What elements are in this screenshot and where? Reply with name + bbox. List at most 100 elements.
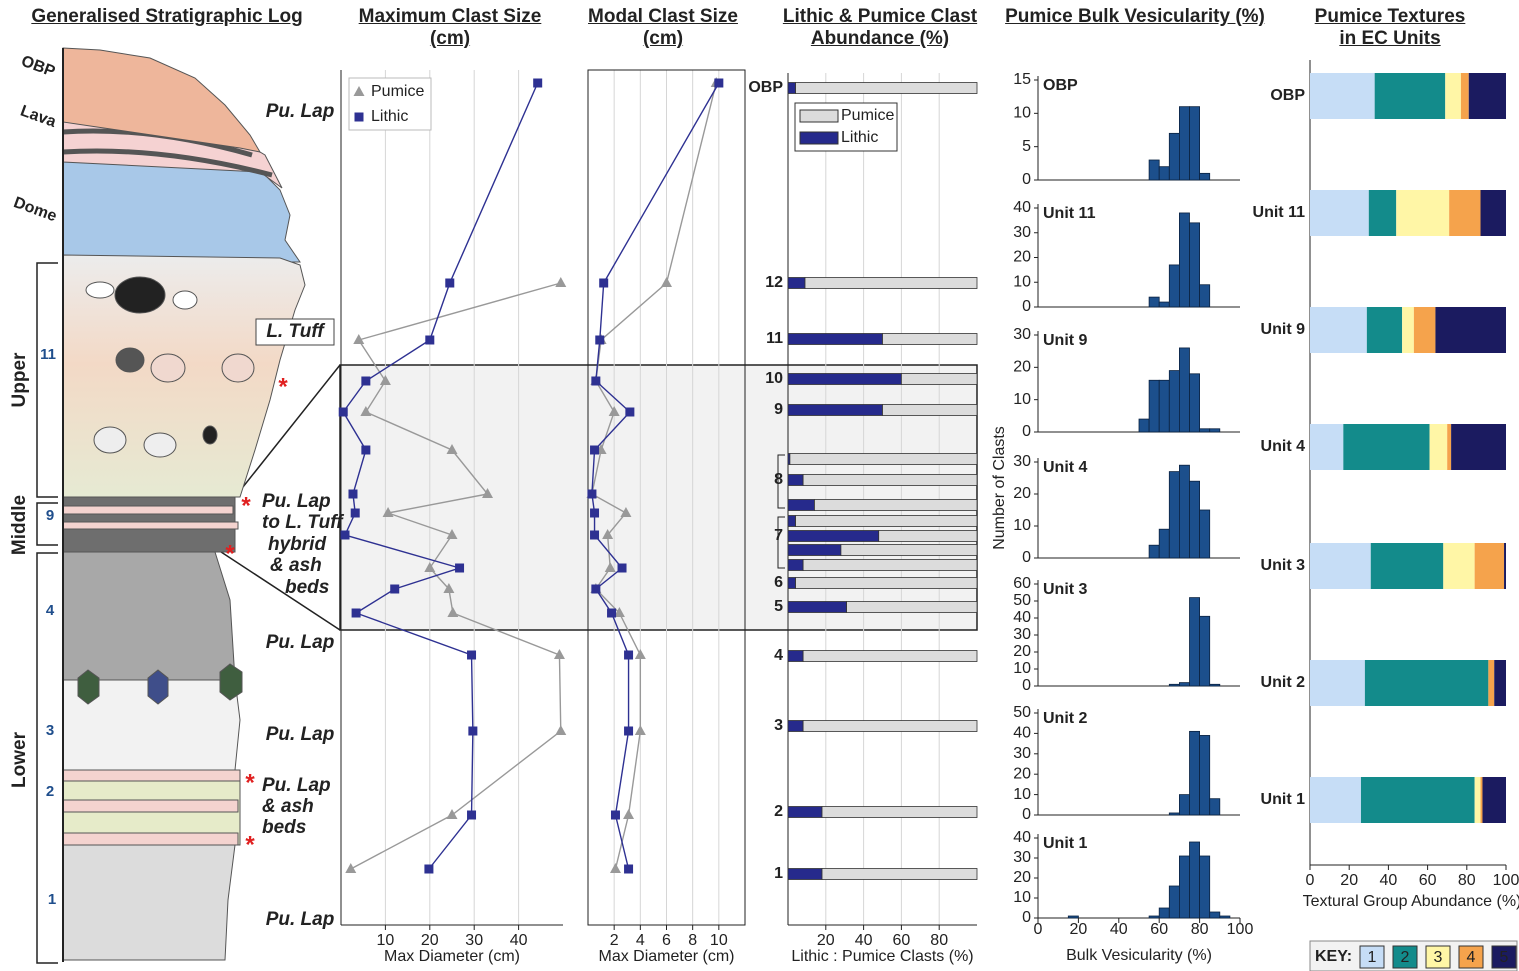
x-tick-label: 20 bbox=[1070, 921, 1088, 938]
bar-segment bbox=[788, 560, 803, 571]
panel-title: Unit 9 bbox=[1043, 332, 1088, 349]
x-tick-label: 60 bbox=[1419, 872, 1437, 889]
data-point bbox=[611, 811, 620, 820]
histogram-bar bbox=[1159, 529, 1169, 558]
x-tick-label: 10 bbox=[377, 932, 395, 949]
data-point bbox=[618, 564, 627, 573]
histogram-bar bbox=[1159, 167, 1169, 180]
data-point bbox=[624, 651, 633, 660]
data-point bbox=[390, 585, 399, 594]
y-tick-label: 11 bbox=[766, 330, 783, 347]
data-point bbox=[590, 531, 599, 540]
bar-segment bbox=[1310, 190, 1369, 236]
bar-segment bbox=[788, 531, 879, 542]
data-point bbox=[714, 79, 723, 88]
bar-segment bbox=[788, 475, 803, 486]
histogram-bar bbox=[1220, 916, 1230, 918]
bar-segment bbox=[901, 374, 977, 385]
group-label: Lower bbox=[9, 731, 30, 788]
bar-segment bbox=[1369, 190, 1396, 236]
histogram-bar bbox=[1149, 545, 1159, 558]
data-point bbox=[635, 649, 646, 659]
y-tick-label: Unit 11 bbox=[1253, 204, 1306, 221]
facies-label: L. Tuff bbox=[266, 321, 325, 342]
unit-label: 3 bbox=[46, 722, 54, 739]
data-point bbox=[351, 509, 360, 518]
data-point bbox=[587, 490, 596, 499]
histogram-bar bbox=[1068, 916, 1078, 918]
histogram-bar bbox=[1210, 912, 1220, 918]
marker: * bbox=[225, 540, 235, 567]
data-point bbox=[590, 509, 599, 518]
histogram-bar bbox=[1190, 842, 1200, 918]
facies-label: beds bbox=[285, 577, 329, 598]
data-point bbox=[425, 336, 434, 345]
layer-label: OBP bbox=[19, 53, 58, 81]
histogram-bar bbox=[1149, 160, 1159, 180]
histogram-bar bbox=[1190, 598, 1200, 686]
panel-title: Unit 2 bbox=[1043, 710, 1088, 727]
bar-segment bbox=[847, 602, 977, 613]
y-tick-label: 6 bbox=[774, 574, 783, 591]
panel-title: Unit 4 bbox=[1043, 459, 1088, 476]
x-tick-label: 80 bbox=[1191, 921, 1209, 938]
x-tick-label: 4 bbox=[636, 932, 645, 949]
bar-segment bbox=[803, 560, 977, 571]
unit-label: 11 bbox=[40, 346, 56, 363]
clast bbox=[203, 426, 217, 444]
bar-segment bbox=[1375, 73, 1446, 119]
facies-label: & ash bbox=[262, 796, 314, 817]
bar-segment bbox=[796, 516, 977, 527]
data-point bbox=[339, 408, 348, 417]
histogram-bar bbox=[1139, 419, 1149, 432]
y-tick-label: 40 bbox=[1013, 725, 1031, 742]
histogram-bar bbox=[1179, 465, 1189, 558]
log-title: Generalised Stratigraphic Log bbox=[27, 6, 307, 28]
legend-label: Lithic bbox=[371, 108, 408, 125]
bar-segment bbox=[1482, 777, 1506, 823]
bar-segment bbox=[788, 869, 822, 880]
x-axis-label: Max Diameter (cm) bbox=[384, 948, 520, 965]
facies-label: & ash bbox=[270, 555, 322, 576]
data-point bbox=[661, 277, 672, 287]
bar-segment bbox=[1396, 190, 1449, 236]
y-tick-label: 60 bbox=[1013, 575, 1031, 592]
y-tick-label: 30 bbox=[1013, 849, 1031, 866]
x-tick-label: 20 bbox=[1340, 872, 1358, 889]
x-axis-label: Bulk Vesicularity (%) bbox=[1066, 947, 1212, 964]
x-axis-label: Textural Group Abundance (%) bbox=[1297, 893, 1519, 911]
histogram-bar bbox=[1210, 429, 1220, 432]
clast bbox=[78, 670, 99, 704]
data-point bbox=[348, 490, 357, 499]
histogram-bar bbox=[1200, 429, 1210, 432]
data-point bbox=[624, 865, 633, 874]
unit-label: 2 bbox=[46, 783, 54, 800]
marker: * bbox=[278, 373, 288, 400]
bar-segment bbox=[803, 651, 977, 662]
histogram-bar bbox=[1169, 371, 1179, 432]
bar-segment bbox=[883, 334, 978, 345]
y-tick-label: 3 bbox=[774, 717, 783, 734]
data-point bbox=[447, 809, 458, 819]
facies-label: Pu. Lap bbox=[262, 491, 331, 512]
chart-title: Modal Clast Size (cm) bbox=[573, 6, 753, 50]
y-tick-label: 40 bbox=[1013, 199, 1031, 216]
bar-segment bbox=[1414, 307, 1436, 353]
data-point bbox=[595, 336, 604, 345]
y-tick-label: 20 bbox=[1013, 765, 1031, 782]
y-tick-label: 40 bbox=[1013, 829, 1031, 846]
y-tick-label: 9 bbox=[774, 401, 783, 418]
legend-label: 5 bbox=[1500, 949, 1509, 966]
x-tick-label: 6 bbox=[662, 932, 671, 949]
facies-label: beds bbox=[262, 817, 306, 838]
y-tick-label: Unit 9 bbox=[1261, 321, 1306, 338]
clast bbox=[148, 670, 168, 704]
histogram-bar bbox=[1149, 380, 1159, 432]
facies-label: Pu. Lap bbox=[266, 632, 335, 653]
legend-label: 4 bbox=[1467, 949, 1476, 966]
clast bbox=[222, 354, 254, 382]
chart-title: Maximum Clast Size (cm) bbox=[340, 6, 560, 50]
y-tick-label: 12 bbox=[765, 274, 783, 291]
x-tick-label: 20 bbox=[421, 932, 439, 949]
bar-segment bbox=[788, 721, 803, 732]
